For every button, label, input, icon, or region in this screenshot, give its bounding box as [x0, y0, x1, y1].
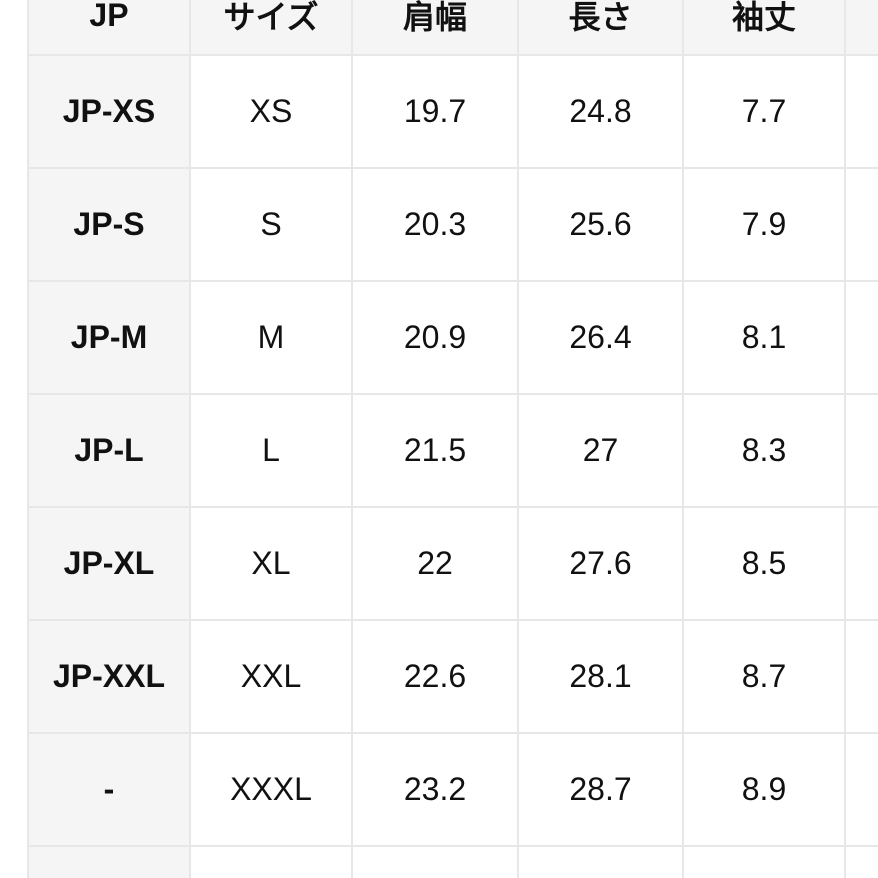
table-row-jp-xl: JP-XL XL 22 27.6 8.5	[27, 506, 878, 621]
length-value: 25.6	[517, 167, 684, 282]
clipped-cell	[844, 167, 878, 282]
header-cell-clipped	[844, 0, 878, 56]
sleeve-length-value: 8.5	[682, 506, 846, 621]
clipped-cell	[844, 393, 878, 508]
shoulder-width-value: 22	[351, 506, 519, 621]
size-chart-header: JP サイズ 肩幅 長さ 袖丈	[27, 0, 878, 56]
header-cell-shoulder-width: 肩幅	[351, 0, 519, 56]
row-label: JP-XS	[27, 54, 191, 169]
size-value: M	[189, 280, 353, 395]
shoulder-width-value: 22.6	[351, 619, 519, 734]
clipped-cell	[844, 845, 878, 878]
table-row-xxxl: - XXXL 23.2 28.7 8.9	[27, 732, 878, 847]
row-label	[27, 845, 191, 878]
clipped-cell	[844, 54, 878, 169]
size-value: XS	[189, 54, 353, 169]
length-value: 26.4	[517, 280, 684, 395]
row-label: JP-S	[27, 167, 191, 282]
row-label: JP-XXL	[27, 619, 191, 734]
size-value: S	[189, 167, 353, 282]
shoulder-width-value: 19.7	[351, 54, 519, 169]
row-label: JP-L	[27, 393, 191, 508]
table-row-jp-xxl: JP-XXL XXL 22.6 28.1 8.7	[27, 619, 878, 734]
shoulder-width-value: 20.3	[351, 167, 519, 282]
clipped-cell	[844, 619, 878, 734]
sleeve-length-value: 8.3	[682, 393, 846, 508]
size-value: XL	[189, 506, 353, 621]
sleeve-length-value: 8.9	[682, 732, 846, 847]
sleeve-length-value: 7.9	[682, 167, 846, 282]
table-row-jp-m: JP-M M 20.9 26.4 8.1	[27, 280, 878, 395]
size-value: L	[189, 393, 353, 508]
table-row-jp-xs: JP-XS XS 19.7 24.8 7.7	[27, 54, 878, 169]
header-cell-length: 長さ	[517, 0, 684, 56]
row-label: JP-M	[27, 280, 191, 395]
length-value: 28.1	[517, 619, 684, 734]
size-chart-table: JP サイズ 肩幅 長さ 袖丈 JP-XS XS 19.7 24.8 7.7 J…	[27, 0, 878, 878]
shoulder-width-value: 20.9	[351, 280, 519, 395]
table-row-jp-l: JP-L L 21.5 27 8.3	[27, 393, 878, 508]
clipped-cell	[844, 732, 878, 847]
length-value: 27.6	[517, 506, 684, 621]
header-cell-size: サイズ	[189, 0, 353, 56]
sleeve-length-value	[682, 845, 846, 878]
header-cell-jp: JP	[27, 0, 191, 56]
header-cell-sleeve-length: 袖丈	[682, 0, 846, 56]
shoulder-width-value: 21.5	[351, 393, 519, 508]
size-value	[189, 845, 353, 878]
row-label: -	[27, 732, 191, 847]
shoulder-width-value: 23.2	[351, 732, 519, 847]
clipped-cell	[844, 280, 878, 395]
header-row: JP サイズ 肩幅 長さ 袖丈	[27, 0, 878, 56]
length-value	[517, 845, 684, 878]
size-value: XXL	[189, 619, 353, 734]
table-row-jp-s: JP-S S 20.3 25.6 7.9	[27, 167, 878, 282]
sleeve-length-value: 8.1	[682, 280, 846, 395]
size-value: XXXL	[189, 732, 353, 847]
sleeve-length-value: 7.7	[682, 54, 846, 169]
size-chart-body: JP-XS XS 19.7 24.8 7.7 JP-S S 20.3 25.6 …	[27, 54, 878, 878]
sleeve-length-value: 8.7	[682, 619, 846, 734]
length-value: 27	[517, 393, 684, 508]
shoulder-width-value	[351, 845, 519, 878]
table-row-clipped-bottom	[27, 845, 878, 878]
length-value: 28.7	[517, 732, 684, 847]
clipped-cell	[844, 506, 878, 621]
length-value: 24.8	[517, 54, 684, 169]
row-label: JP-XL	[27, 506, 191, 621]
